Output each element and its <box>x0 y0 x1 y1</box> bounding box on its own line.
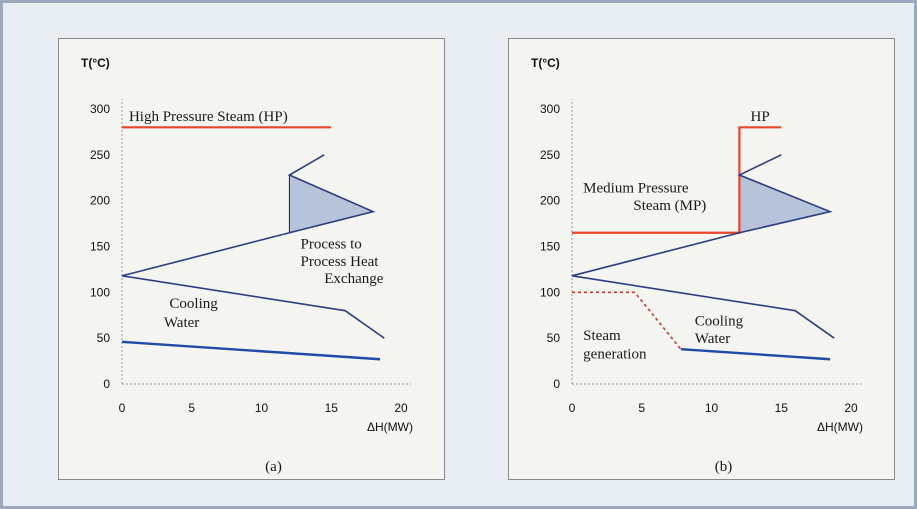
panel-b: T(°C) ΔH(MW) 0 50 100 150 200 250 300 0 5 10 15 20 HP M… <box>508 38 895 480</box>
x-tick-label: 10 <box>705 401 719 415</box>
x-axis-label: ΔH(MW) <box>367 420 413 434</box>
annotation: Water <box>164 315 199 331</box>
series-line-gcc <box>121 154 385 339</box>
y-tick-label: 150 <box>540 240 560 254</box>
series-line-sg <box>572 291 682 350</box>
panel-a: T(°C) ΔH(MW) 0 50 100 150 200 250 300 0 5 10 15 20 Hig… <box>58 38 445 480</box>
annotation: High Pressure Steam (HP) <box>129 109 288 125</box>
x-tick-label: 10 <box>255 401 269 415</box>
chart-b: T(°C) ΔH(MW) 0 50 100 150 200 250 300 0 5 10 15 20 HP M… <box>531 56 863 475</box>
annotation: generation <box>583 346 647 362</box>
series-line-cw <box>680 347 831 361</box>
series-line-gcc <box>571 154 835 339</box>
y-tick-label: 300 <box>90 102 110 116</box>
y-tick-label: 200 <box>540 194 560 208</box>
y-tick-label: 50 <box>97 331 111 345</box>
x-tick-label: 0 <box>569 401 576 415</box>
pocket-area <box>288 174 375 234</box>
x-axis-label: ΔH(MW) <box>817 420 863 434</box>
annotation: HP <box>751 109 770 125</box>
chart-caption: (b) <box>715 459 733 475</box>
y-tick-label: 200 <box>90 194 110 208</box>
x-tick-label: 15 <box>775 401 789 415</box>
x-tick-label: 20 <box>844 401 858 415</box>
series-line-cw <box>121 340 381 361</box>
y-tick-label: 300 <box>540 102 560 116</box>
y-tick-label: 250 <box>90 148 110 162</box>
y-tick-label: 100 <box>540 285 560 299</box>
series-line-steam <box>572 126 782 234</box>
y-tick-label: 150 <box>90 240 110 254</box>
annotation: Process to <box>301 236 362 252</box>
annotation: Cooling <box>169 296 218 312</box>
annotation: Water <box>695 331 730 347</box>
x-tick-label: 5 <box>188 401 195 415</box>
x-tick-label: 20 <box>394 401 408 415</box>
annotation: Medium Pressure <box>583 180 689 196</box>
y-tick-label: 0 <box>103 377 110 391</box>
annotation: Steam (MP) <box>633 198 706 214</box>
y-axis-label: T(°C) <box>81 56 110 70</box>
y-tick-label: 100 <box>90 285 110 299</box>
pocket-area <box>738 174 832 234</box>
annotation: Cooling <box>695 313 744 329</box>
y-tick-label: 0 <box>553 377 560 391</box>
x-tick-label: 0 <box>119 401 126 415</box>
x-tick-label: 15 <box>325 401 339 415</box>
annotation: Steam <box>583 328 621 344</box>
y-tick-label: 250 <box>540 148 560 162</box>
chart-caption: (a) <box>265 459 282 475</box>
annotation: Process Heat <box>301 254 380 270</box>
y-tick-label: 50 <box>547 331 561 345</box>
x-tick-label: 5 <box>638 401 645 415</box>
chart-a: T(°C) ΔH(MW) 0 50 100 150 200 250 300 0 5 10 15 20 Hig… <box>81 56 413 475</box>
y-axis-label: T(°C) <box>531 56 560 70</box>
annotation: Exchange <box>324 271 383 287</box>
